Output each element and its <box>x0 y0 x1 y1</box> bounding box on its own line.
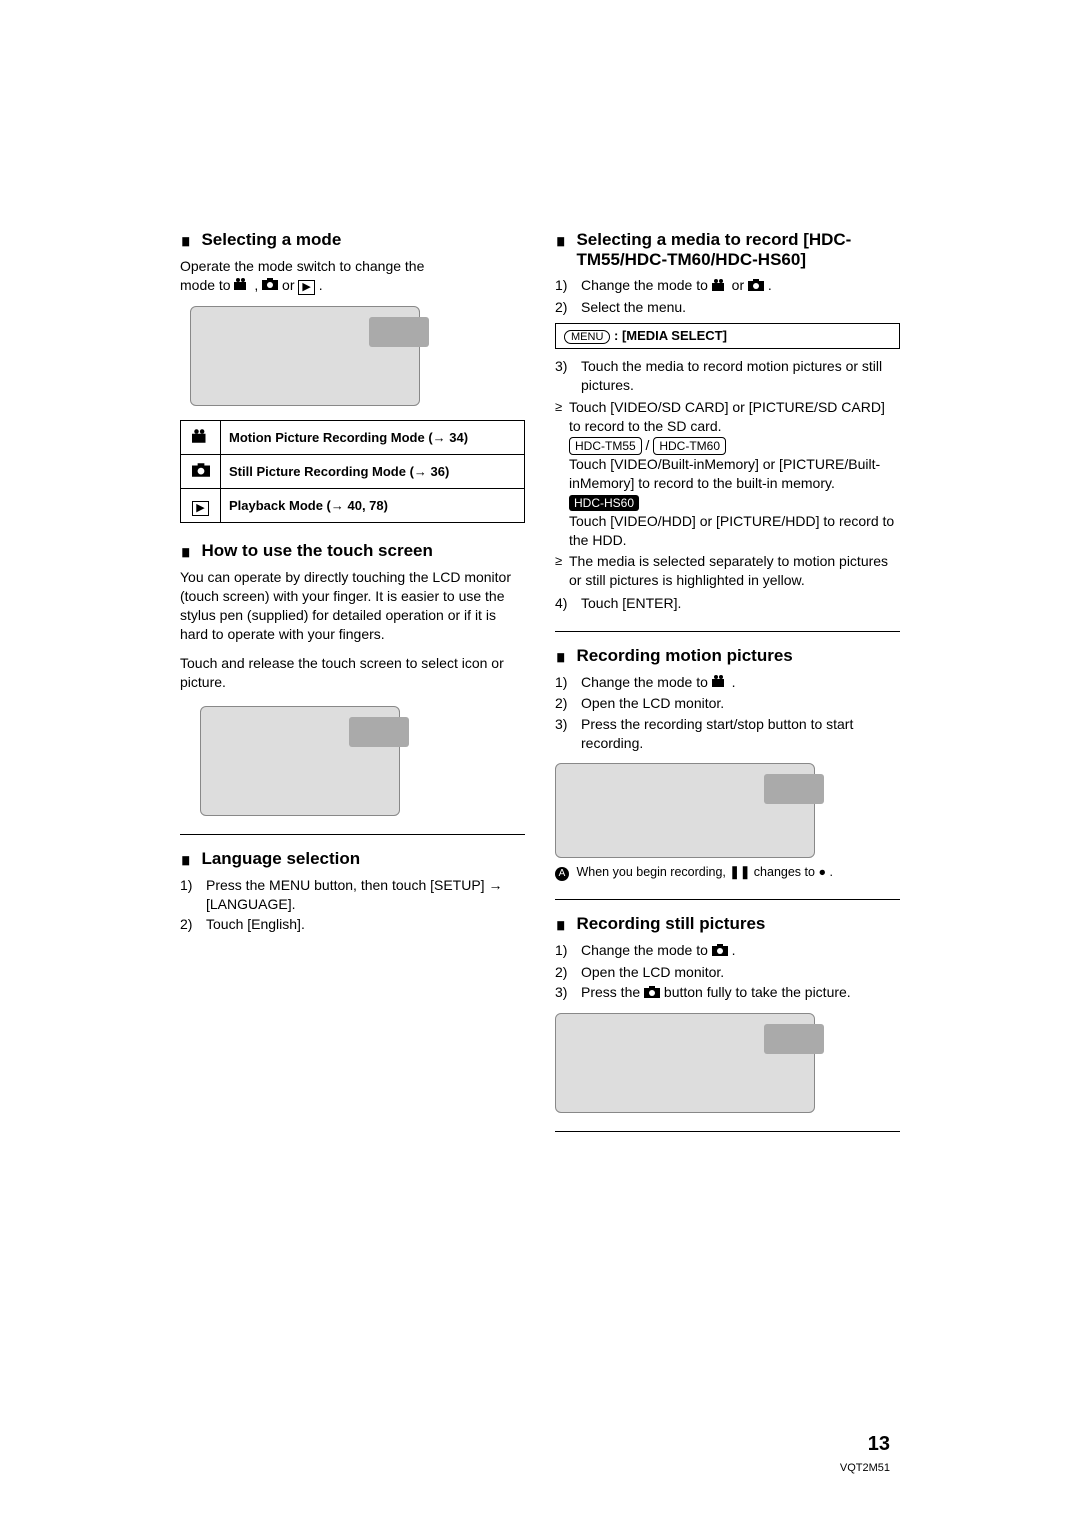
step-text: . <box>732 674 736 690</box>
video-mode-icon <box>712 277 728 296</box>
hs-text: Touch [VIDEO/HDD] or [PICTURE/HDD] to re… <box>569 513 894 548</box>
camera-mode-icon <box>712 942 728 961</box>
rec-motion-steps: Change the mode to . Open the LCD monito… <box>555 673 900 753</box>
heading-selecting-mode: Selecting a mode <box>180 230 525 251</box>
menu-pill: MENU <box>564 330 610 344</box>
step-text: Change the mode to <box>581 674 712 690</box>
section-rec-still: Recording still pictures Change the mode… <box>555 914 900 1113</box>
bullet-text: Touch [VIDEO/SD CARD] or [PICTURE/SD CAR… <box>569 399 885 434</box>
section-media-select: Selecting a media to record [HDC-TM55/HD… <box>555 230 900 613</box>
list-item: Select the menu. <box>555 298 900 317</box>
step-text: . <box>768 277 772 293</box>
step-text: or <box>732 277 748 293</box>
intro-2d: . <box>319 277 323 293</box>
media-bullets: Touch [VIDEO/SD CARD] or [PICTURE/SD CAR… <box>555 398 900 589</box>
touch-screen-illustration <box>200 706 400 816</box>
touch-screen-p2: Touch and release the touch screen to se… <box>180 654 525 692</box>
heading-rec-still: Recording still pictures <box>555 914 900 935</box>
menu-box: MENU : [MEDIA SELECT] <box>555 323 900 349</box>
camera-mode-icon <box>748 277 764 296</box>
page-columns: Selecting a mode Operate the mode switch… <box>180 230 900 1146</box>
list-item: The media is selected separately to moti… <box>555 552 900 590</box>
heading-rec-motion: Recording motion pictures <box>555 646 900 667</box>
camera-button-icon <box>644 984 660 1003</box>
annot-text: When you begin recording, <box>576 865 729 879</box>
section-language: Language selection Press the MENU button… <box>180 849 525 935</box>
rec-motion-illustration <box>555 763 815 858</box>
media-steps-a: Change the mode to or . Select the menu. <box>555 276 900 317</box>
list-item: Touch the media to record motion picture… <box>555 357 900 395</box>
intro-2c: or <box>282 277 298 293</box>
video-mode-icon <box>234 276 250 296</box>
section-divider <box>555 631 900 632</box>
section-rec-motion: Recording motion pictures Change the mod… <box>555 646 900 881</box>
playback-mode-icon: ▶ <box>181 489 221 523</box>
annot-text: . <box>829 865 832 879</box>
mode-desc: Motion Picture Recording Mode (→ 34) <box>221 421 525 455</box>
section-divider <box>555 899 900 900</box>
list-item: Change the mode to . <box>555 673 900 693</box>
mode-desc: Playback Mode (→ 40, 78) <box>221 489 525 523</box>
annotation-marker-a: A <box>555 867 569 881</box>
model-pill-tm60: HDC-TM60 <box>653 437 726 455</box>
section-divider <box>555 1131 900 1132</box>
intro-2a: mode to <box>180 277 234 293</box>
model-pill-hs60: HDC-HS60 <box>569 495 639 511</box>
model-pill-tm55: HDC-TM55 <box>569 437 642 455</box>
list-item: Touch [ENTER]. <box>555 594 900 613</box>
list-item: Press the button fully to take the pictu… <box>555 983 900 1003</box>
list-item: Press the MENU button, then touch [SETUP… <box>180 876 525 914</box>
table-row: Motion Picture Recording Mode (→ 34) <box>181 421 525 455</box>
step-text: button fully to take the picture. <box>664 984 851 1000</box>
list-item: Touch [VIDEO/SD CARD] or [PICTURE/SD CAR… <box>555 398 900 549</box>
pause-icon: ❚❚ <box>729 865 750 879</box>
section-selecting-mode: Selecting a mode Operate the mode switch… <box>180 230 525 523</box>
page-number: 13 <box>868 1433 890 1456</box>
video-mode-icon <box>712 673 728 692</box>
media-steps-c: Touch [ENTER]. <box>555 594 900 613</box>
media-steps-b: Touch the media to record motion picture… <box>555 357 900 395</box>
list-item: Open the LCD monitor. <box>555 694 900 713</box>
list-item: Touch [English]. <box>180 915 525 934</box>
annot-text: changes to <box>754 865 819 879</box>
left-column: Selecting a mode Operate the mode switch… <box>180 230 525 1146</box>
playback-mode-icon: ▶ <box>298 280 314 295</box>
step-text: Press the <box>581 984 644 1000</box>
rec-still-illustration <box>555 1013 815 1113</box>
table-row: Still Picture Recording Mode (→ 36) <box>181 455 525 489</box>
camera-mode-icon <box>262 276 278 296</box>
step-text: Change the mode to <box>581 942 712 958</box>
touch-screen-p1: You can operate by directly touching the… <box>180 568 525 644</box>
camera-mode-icon <box>181 455 221 489</box>
mode-table: Motion Picture Recording Mode (→ 34) Sti… <box>180 420 525 523</box>
right-column: Selecting a media to record [HDC-TM55/HD… <box>555 230 900 1146</box>
rec-motion-annotation: A When you begin recording, ❚❚ changes t… <box>555 864 900 881</box>
rec-still-steps: Change the mode to . Open the LCD monito… <box>555 941 900 1003</box>
intro-line1: Operate the mode switch to change the <box>180 258 424 274</box>
list-item: Change the mode to . <box>555 941 900 961</box>
list-item: Press the recording start/stop button to… <box>555 715 900 753</box>
step-text: . <box>732 942 736 958</box>
menu-text: : [MEDIA SELECT] <box>614 328 727 343</box>
step-text: Change the mode to <box>581 277 712 293</box>
mode-desc: Still Picture Recording Mode (→ 36) <box>221 455 525 489</box>
tm-text: Touch [VIDEO/Built-inMemory] or [PICTURE… <box>569 456 880 491</box>
table-row: ▶ Playback Mode (→ 40, 78) <box>181 489 525 523</box>
language-steps: Press the MENU button, then touch [SETUP… <box>180 876 525 935</box>
selecting-mode-intro: Operate the mode switch to change the mo… <box>180 257 525 296</box>
record-icon: ● <box>818 865 826 879</box>
mode-switch-illustration <box>190 306 420 406</box>
doc-id: VQT2M51 <box>840 1462 890 1474</box>
video-mode-icon <box>181 421 221 455</box>
section-touch-screen: How to use the touch screen You can oper… <box>180 541 525 815</box>
section-divider <box>180 834 525 835</box>
intro-2b: , <box>254 277 262 293</box>
heading-media-select: Selecting a media to record [HDC-TM55/HD… <box>555 230 900 270</box>
list-item: Open the LCD monitor. <box>555 963 900 982</box>
heading-language: Language selection <box>180 849 525 870</box>
list-item: Change the mode to or . <box>555 276 900 296</box>
heading-touch-screen: How to use the touch screen <box>180 541 525 562</box>
